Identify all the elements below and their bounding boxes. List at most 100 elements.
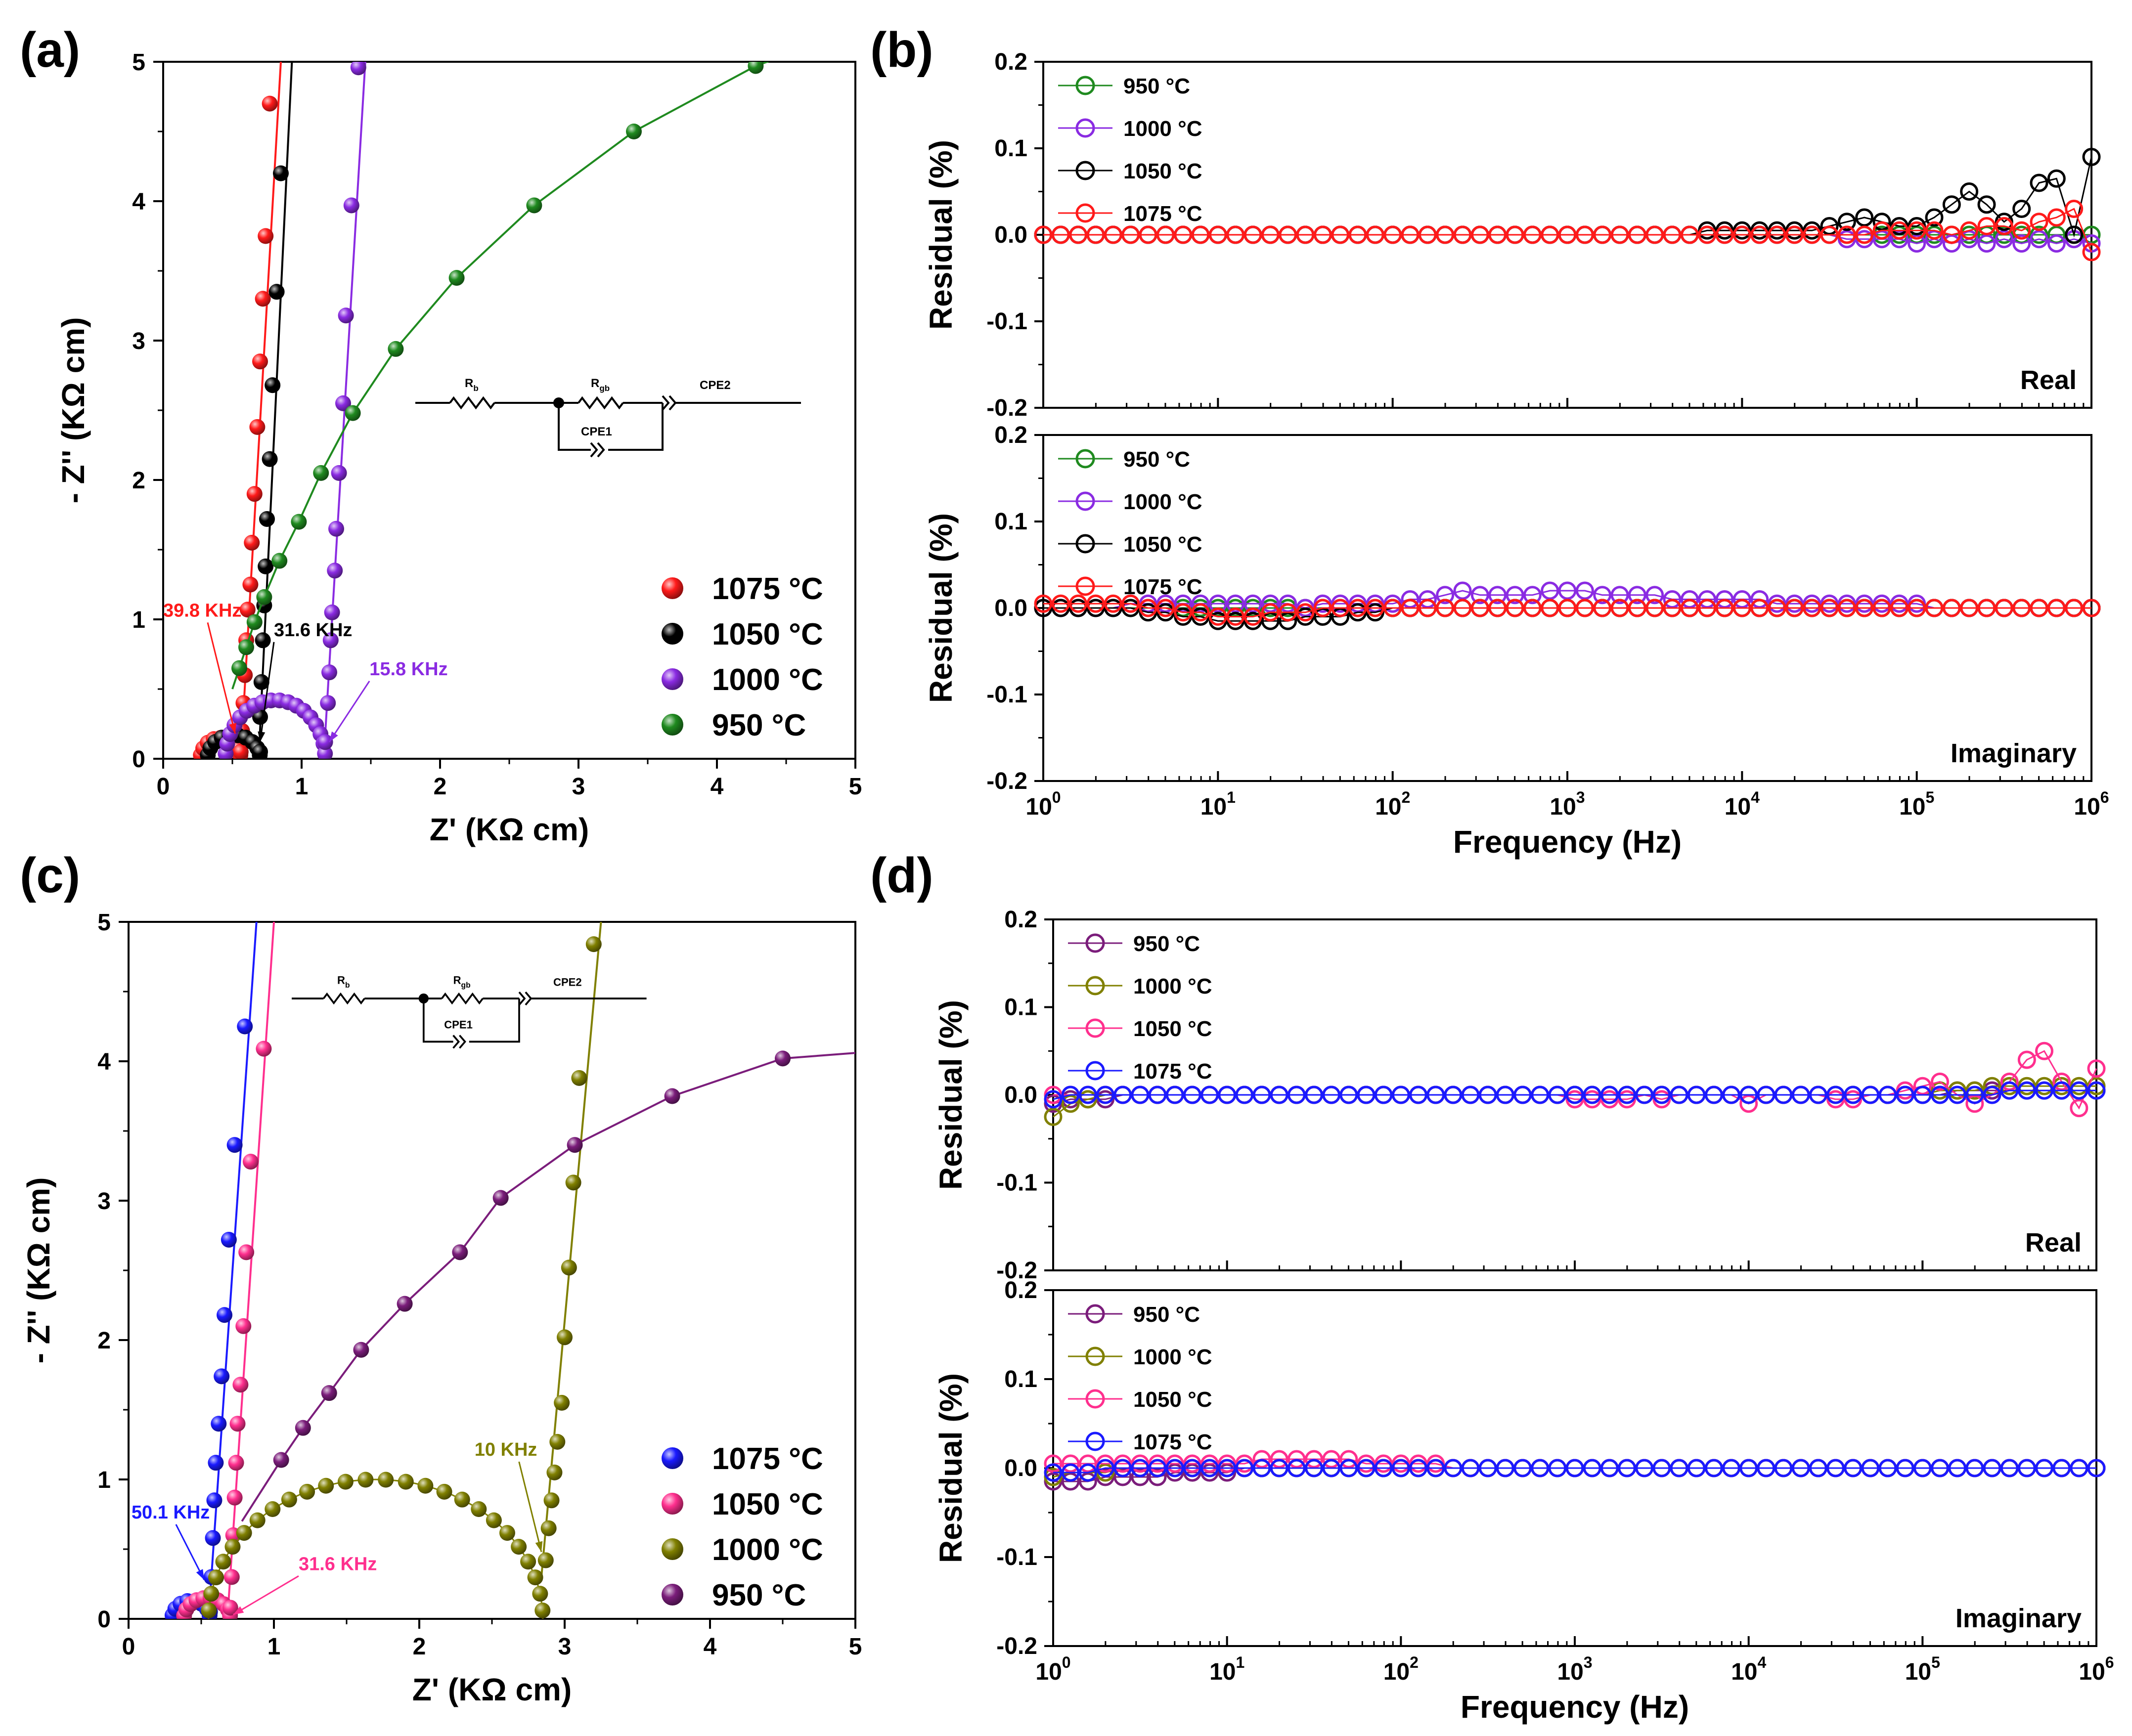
legend-marker (1075, 203, 1095, 223)
data-point (1541, 581, 1559, 600)
data-point (1791, 1085, 1810, 1104)
data-point (1715, 599, 1734, 617)
subplot-label: Imaginary (1951, 738, 2077, 768)
frequency-annotation: 31.6 KHz (299, 1554, 377, 1574)
data-point (317, 734, 333, 750)
wire (422, 998, 520, 1043)
data-point (1820, 225, 1839, 244)
legend-marker (662, 577, 683, 599)
data-point (1226, 225, 1245, 244)
data-point (2052, 1072, 2071, 1091)
data-point (1426, 1085, 1445, 1104)
legend-marker (1085, 1432, 1105, 1451)
data-point (1436, 225, 1455, 244)
data-point (520, 1554, 536, 1570)
data-point (1244, 225, 1262, 244)
legend-marker (1085, 933, 1105, 953)
data-point (1174, 603, 1193, 622)
data-point (2030, 174, 2048, 192)
data-point (1069, 594, 1088, 613)
data-point (1436, 599, 1455, 617)
data-point (585, 936, 602, 953)
annotation-arrow (328, 680, 370, 742)
data-point (1523, 225, 1542, 244)
resistor-rgb (577, 396, 624, 410)
y-axis-title: - Z'' (KΩ cm) (21, 1177, 56, 1364)
data-point (211, 1416, 227, 1432)
x-tick-label: 100 (1025, 788, 1061, 820)
data-point (1618, 1459, 1636, 1477)
data-point (1785, 599, 1804, 617)
legend-marker (662, 1447, 683, 1469)
subplot-b-imaginary: 0.2 0.1 0.0 -0.1 -0.2 Residual (%) 100 101 102 10… (923, 422, 2109, 860)
data-point (1078, 1085, 1097, 1104)
data-point (1444, 1459, 1463, 1477)
data-point (1218, 1459, 1237, 1477)
data-point (239, 602, 256, 618)
legend-marker (662, 714, 683, 736)
data-point (1148, 1459, 1167, 1477)
data-point (242, 1154, 259, 1170)
data-point (1844, 1459, 1863, 1477)
data-point (1977, 195, 1996, 214)
data-point (246, 614, 263, 630)
data-point (1757, 1085, 1776, 1104)
data-point (231, 660, 247, 676)
annotation-arrow (232, 1575, 299, 1615)
x-tick-label: 104 (1725, 788, 1760, 820)
arrow-head (535, 1541, 543, 1552)
series-line (1043, 590, 2091, 609)
data-point (1478, 1085, 1497, 1104)
data-point (1104, 594, 1122, 613)
legend-label: 950 °C (712, 1578, 806, 1612)
data-point (256, 1041, 272, 1057)
legend-label: 1000 °C (712, 1533, 823, 1567)
data-point (1593, 586, 1612, 605)
x-tick-label: 106 (2079, 1653, 2114, 1685)
legend-marker (1085, 976, 1105, 996)
legend-marker (1085, 1018, 1105, 1038)
series-a-2 (218, 62, 366, 759)
data-point (1558, 225, 1577, 244)
data-point (205, 1530, 221, 1546)
data-point (1270, 1450, 1288, 1469)
data-point (626, 124, 642, 139)
x-tick-label: 1 (267, 1634, 281, 1660)
resistor-rgb (441, 992, 484, 1005)
data-point (203, 1586, 220, 1602)
data-point (1931, 1459, 1949, 1477)
data-point (532, 1586, 548, 1602)
legend-marker (662, 1493, 683, 1515)
data-point (534, 1602, 551, 1618)
data-point (2012, 221, 2031, 240)
legend-marker (1085, 1304, 1105, 1324)
data-point (1156, 599, 1175, 617)
cpe1-label: CPE1 (444, 1019, 473, 1031)
data-point (1896, 1085, 1914, 1104)
data-point (1575, 581, 1594, 600)
series-blue (1044, 1081, 2106, 1109)
data-point (259, 511, 275, 527)
data-point (1391, 1459, 1410, 1477)
data-point (1331, 225, 1350, 244)
data-point (1252, 1085, 1271, 1104)
data-point (1208, 225, 1227, 244)
data-point (295, 1420, 311, 1436)
y-axis-title: Residual (%) (923, 140, 959, 330)
data-point (253, 674, 269, 690)
data-point (2082, 599, 2101, 617)
data-point (2082, 243, 2101, 261)
frequency-annotation: 15.8 KHz (369, 659, 447, 680)
data-point (2070, 1099, 2088, 1118)
legend-label: 1050 °C (712, 617, 823, 651)
cpe2-symbol (518, 991, 533, 1006)
data-point (281, 1491, 297, 1508)
data-point (215, 1554, 231, 1570)
data-point (2012, 200, 2031, 218)
subplot-label: Imaginary (1955, 1604, 2082, 1633)
data-point (208, 1455, 224, 1471)
y-tick-label: 1 (97, 1467, 111, 1493)
data-point (1739, 1459, 1758, 1477)
data-point (1305, 1085, 1323, 1104)
data-point (1995, 599, 2013, 617)
